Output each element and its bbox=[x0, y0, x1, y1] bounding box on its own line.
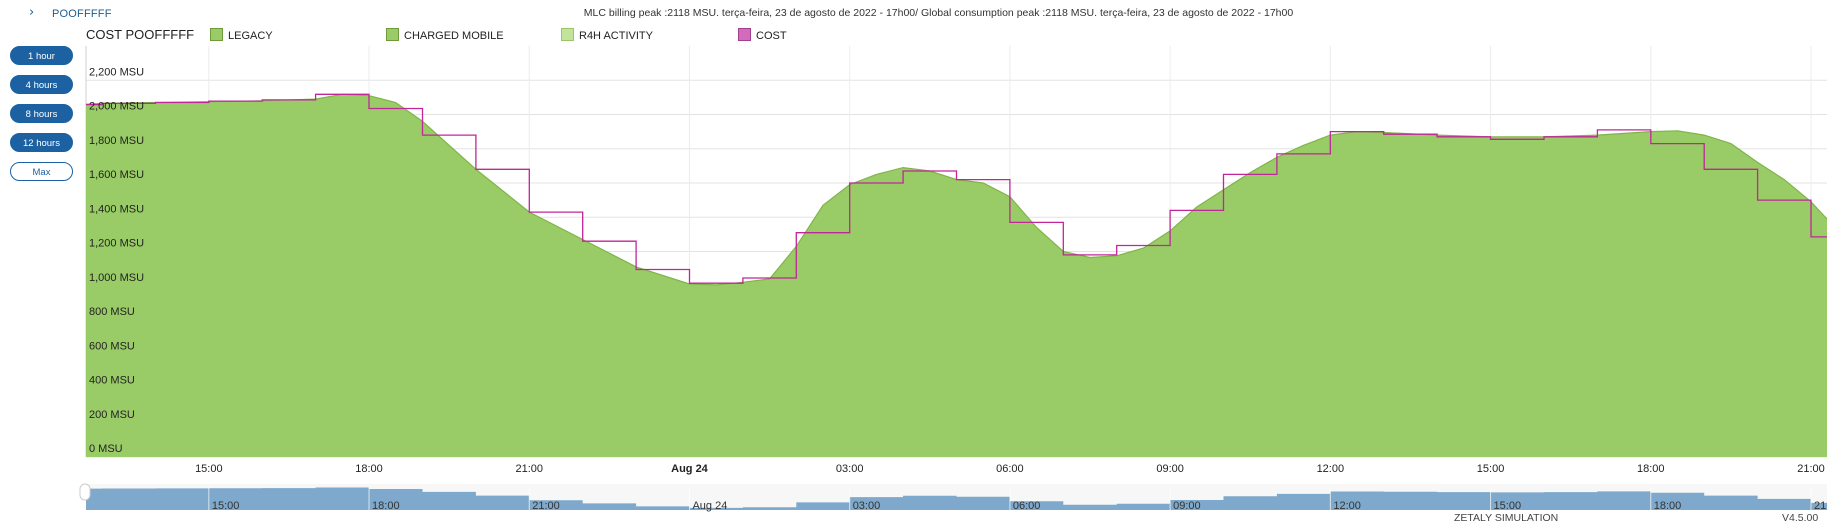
navigator-handle-left[interactable] bbox=[79, 483, 91, 501]
top-bar: › POOFFFFF MLC billing peak :2118 MSU. t… bbox=[0, 0, 1827, 28]
x-tick-label: 03:00 bbox=[836, 463, 864, 475]
navigator-tick-label: 21:00 bbox=[532, 500, 560, 512]
cost-line bbox=[86, 93, 1827, 284]
chart-title: COST POOFFFFF bbox=[86, 27, 195, 42]
y-tick-label: 0 MSU bbox=[89, 443, 123, 455]
x-axis-labels: 15:00 18:00 21:00 Aug 24 03:00 06:00 09:00 12:0… bbox=[195, 463, 1825, 475]
x-tick-label: 15:00 bbox=[1477, 463, 1505, 475]
navigator[interactable]: 15:00 18:00 21:00 Aug 24 03:00 06:00 09:00 12:0… bbox=[79, 483, 1827, 512]
x-tick-label: 18:00 bbox=[355, 463, 383, 475]
navigator-tick-label: Aug 24 bbox=[692, 500, 727, 512]
legend-swatch bbox=[738, 28, 751, 41]
legend-label: R4H ACTIVITY bbox=[579, 30, 653, 42]
legend-swatch bbox=[210, 28, 223, 41]
navigator-series bbox=[86, 487, 1827, 510]
legend-label: CHARGED MOBILE bbox=[404, 30, 504, 42]
footer-version: V4.5.00 bbox=[1782, 512, 1819, 524]
navigator-tick-label: 15:00 bbox=[212, 500, 240, 512]
range-button-1-hour[interactable]: 1 hour bbox=[10, 46, 73, 65]
x-tick-label: 15:00 bbox=[195, 463, 223, 475]
y-tick-label: 2,200 MSU bbox=[89, 66, 144, 78]
navigator-tick-label: 03:00 bbox=[853, 500, 881, 512]
range-button-4-hours[interactable]: 4 hours bbox=[10, 75, 73, 94]
chevron-right-icon[interactable]: › bbox=[29, 5, 35, 20]
legend-swatch bbox=[386, 28, 399, 41]
legend-item-r4h-activity[interactable]: R4H ACTIVITY bbox=[561, 28, 653, 44]
x-tick-label: 09:00 bbox=[1156, 463, 1184, 475]
legend-item-legacy[interactable]: LEGACY bbox=[210, 28, 273, 44]
footer-simulation-label: ZETALY SIMULATION bbox=[1454, 512, 1559, 524]
y-tick-label: 400 MSU bbox=[89, 375, 135, 387]
legend-item-charged-mobile[interactable]: CHARGED MOBILE bbox=[386, 28, 504, 44]
navigator-tick-label: 21:00 bbox=[1814, 500, 1827, 512]
range-selector: 1 hour 4 hours 8 hours 12 hours Max bbox=[10, 46, 74, 191]
y-tick-label: 1,200 MSU bbox=[89, 238, 144, 250]
legacy-area bbox=[86, 94, 1827, 458]
x-tick-label: 21:00 bbox=[515, 463, 543, 475]
y-tick-label: 2,000 MSU bbox=[89, 101, 144, 113]
x-tick-label: 06:00 bbox=[996, 463, 1024, 475]
y-tick-label: 1,600 MSU bbox=[89, 169, 144, 181]
navigator-tick-label: 15:00 bbox=[1494, 500, 1522, 512]
navigator-tick-label: 12:00 bbox=[1333, 500, 1361, 512]
y-tick-label: 1,800 MSU bbox=[89, 135, 144, 147]
range-button-12-hours[interactable]: 12 hours bbox=[10, 133, 73, 152]
legend-item-cost[interactable]: COST bbox=[738, 28, 787, 44]
y-axis-labels: 0 MSU 200 MSU 400 MSU 600 MSU 800 MSU 1,000 M… bbox=[89, 66, 144, 455]
navigator-tick-label: 06:00 bbox=[1013, 500, 1041, 512]
x-tick-label: 21:00 bbox=[1797, 463, 1825, 475]
y-tick-label: 200 MSU bbox=[89, 409, 135, 421]
y-tick-label: 600 MSU bbox=[89, 340, 135, 352]
y-tick-label: 1,400 MSU bbox=[89, 203, 144, 215]
legend-label: COST bbox=[756, 30, 787, 42]
x-tick-label: 18:00 bbox=[1637, 463, 1665, 475]
range-button-max[interactable]: Max bbox=[10, 162, 73, 181]
peak-info: MLC billing peak :2118 MSU. terça-feira,… bbox=[583, 7, 1294, 19]
navigator-tick-label: 18:00 bbox=[372, 500, 400, 512]
legend-swatch bbox=[561, 28, 574, 41]
legend-label: LEGACY bbox=[228, 30, 273, 42]
x-tick-label: Aug 24 bbox=[671, 463, 709, 475]
y-tick-label: 800 MSU bbox=[89, 306, 135, 318]
system-name[interactable]: POOFFFFF bbox=[52, 8, 112, 20]
range-button-8-hours[interactable]: 8 hours bbox=[10, 104, 73, 123]
navigator-tick-label: 18:00 bbox=[1654, 500, 1682, 512]
x-tick-label: 12:00 bbox=[1317, 463, 1345, 475]
y-tick-label: 1,000 MSU bbox=[89, 272, 144, 284]
chart-legend: COST POOFFFFF LEGACY CHARGED MOBILE R4H … bbox=[86, 26, 986, 46]
navigator-tick-label: 09:00 bbox=[1173, 500, 1201, 512]
chart-plot bbox=[85, 93, 1827, 458]
